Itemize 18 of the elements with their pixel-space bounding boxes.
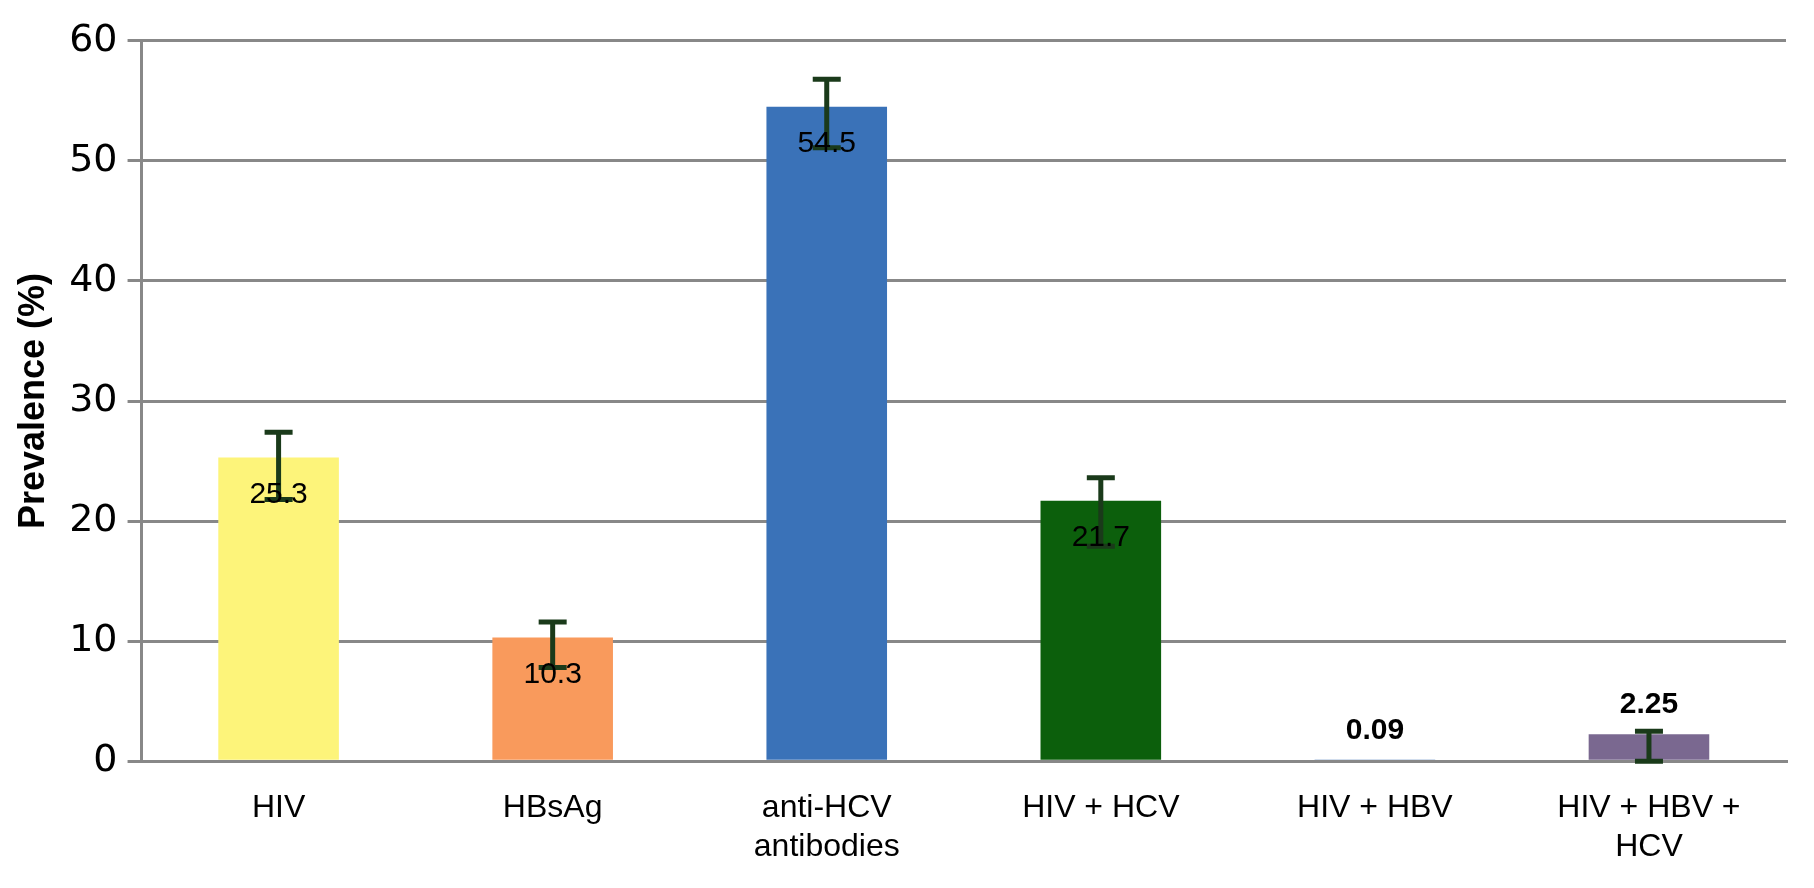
y-tick-label: 10 [69, 616, 118, 661]
data-label: 21.7 [1071, 518, 1131, 552]
y-tick-label: 40 [69, 255, 118, 300]
y-tick-label: 30 [69, 375, 118, 420]
x-tick-label: HBsAg [502, 788, 603, 825]
y-tick-label: 0 [93, 736, 118, 781]
x-tick-label: HIV [251, 788, 306, 825]
x-tick-label: anti-HCV antibodies [753, 788, 900, 863]
x-tick-label: HIV + HCV [1022, 788, 1181, 825]
y-tick-label: 60 [69, 15, 118, 60]
y-tick-label: 50 [69, 135, 118, 180]
x-tick-label: HIV + HBV + HCV [1557, 788, 1741, 863]
data-label: 2.25 [1619, 686, 1679, 720]
y-tick-label: 20 [69, 495, 118, 540]
y-axis-title: Prevalence (%) [10, 272, 52, 530]
x-tick-label: HIV + HBV [1297, 788, 1454, 825]
data-label: 10.3 [523, 655, 582, 689]
data-label: 0.09 [1345, 712, 1405, 746]
